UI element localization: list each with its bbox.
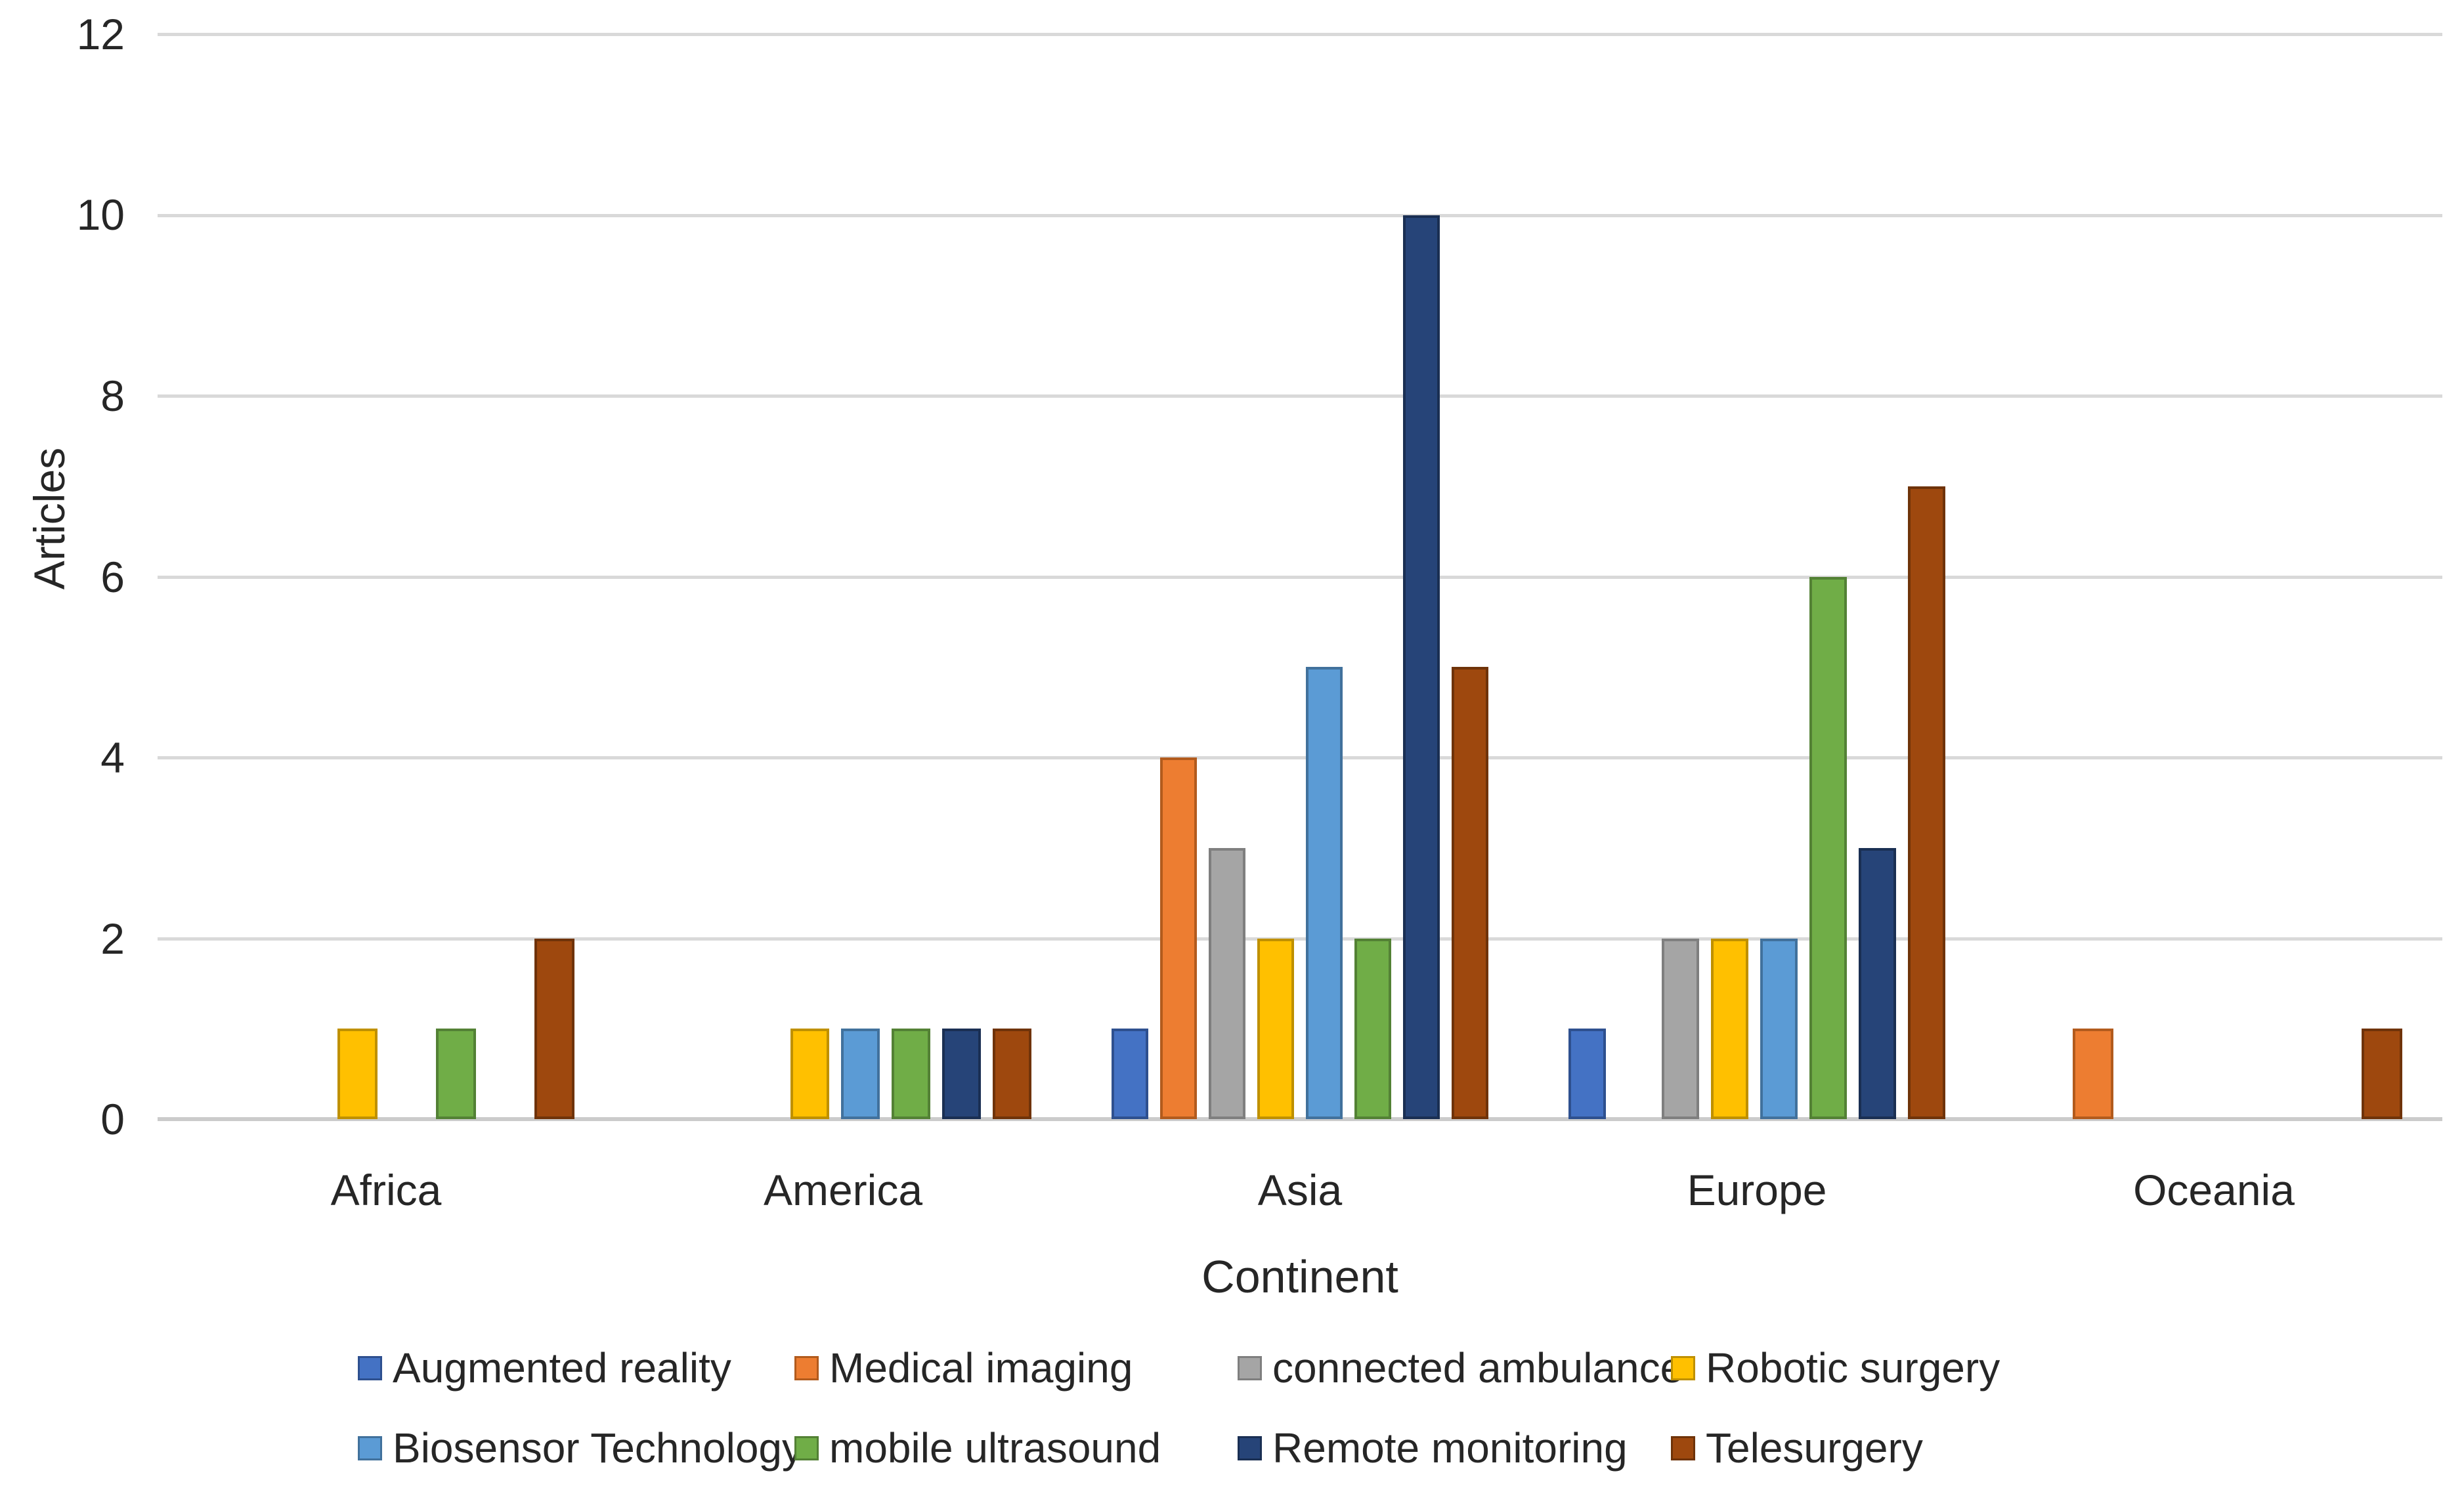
- legend-swatch-icon-medical-imaging: [794, 1355, 819, 1380]
- y-tick-label-4: 4: [100, 733, 125, 782]
- legend-swatch-icon-augmented-reality: [358, 1355, 382, 1380]
- legend-item-connected-ambulance: connected ambulance: [1238, 1344, 1683, 1392]
- bar-group-america: [655, 34, 1032, 1119]
- x-axis-title: Continent: [1201, 1251, 1398, 1302]
- legend-swatch-icon-telesurgery: [1671, 1435, 1695, 1460]
- x-tick-label-africa: Africa: [330, 1166, 442, 1214]
- bar-asia-connected-ambulance: [1208, 847, 1245, 1119]
- bar-africa-telesurgery: [534, 938, 575, 1119]
- bar-asia-augmented-reality: [1111, 1029, 1148, 1119]
- gridline-y-10: [158, 213, 2442, 217]
- bar-group-europe: [1568, 34, 1946, 1119]
- legend-item-mobile-ultrasound: mobile ultrasound: [794, 1424, 1238, 1472]
- gridline-y-8: [158, 394, 2442, 398]
- bar-europe-mobile-ultrasound: [1809, 576, 1848, 1119]
- legend-label-remote-monitoring: Remote monitoring: [1272, 1424, 1628, 1472]
- legend-swatch-icon-remote-monitoring: [1238, 1435, 1262, 1460]
- category-band-asia: [1071, 34, 1528, 1119]
- legend-label-augmented-reality: Augmented reality: [393, 1344, 731, 1392]
- bar-america-remote-monitoring: [942, 1029, 982, 1119]
- bar-asia-medical-imaging: [1159, 757, 1197, 1119]
- legend-label-telesurgery: Telesurgery: [1706, 1424, 1923, 1472]
- legend-swatch-icon-biosensor-technology: [358, 1435, 382, 1460]
- gridline-y-6: [158, 575, 2442, 579]
- x-tick-label-oceania: Oceania: [2133, 1166, 2295, 1214]
- category-band-america: [615, 34, 1071, 1119]
- y-tick-label-8: 8: [100, 371, 125, 420]
- y-tick-label-6: 6: [100, 552, 125, 601]
- bar-group-asia: [1111, 34, 1489, 1119]
- legend-item-remote-monitoring: Remote monitoring: [1238, 1424, 1671, 1472]
- gridline-y-12: [158, 33, 2442, 36]
- bar-europe-augmented-reality: [1568, 1029, 1606, 1119]
- y-tick-label-10: 10: [76, 190, 125, 240]
- gridline-y-2: [158, 937, 2442, 941]
- x-tick-label-europe: Europe: [1687, 1166, 1827, 1214]
- category-band-africa: [158, 34, 615, 1119]
- bar-africa-robotic-surgery: [337, 1029, 378, 1119]
- bar-asia-mobile-ultrasound: [1354, 938, 1392, 1119]
- bar-europe-remote-monitoring: [1859, 847, 1897, 1119]
- bar-africa-mobile-ultrasound: [436, 1029, 477, 1119]
- bar-america-telesurgery: [993, 1029, 1032, 1119]
- y-tick-label-0: 0: [100, 1095, 125, 1143]
- legend-item-biosensor-technology: Biosensor Technology: [358, 1424, 803, 1472]
- gridline-y-4: [158, 756, 2442, 760]
- legend-label-connected-ambulance: connected ambulance: [1272, 1344, 1684, 1392]
- legend-item-telesurgery: Telesurgery: [1671, 1424, 2091, 1472]
- y-tick-label-12: 12: [76, 10, 125, 58]
- bar-america-mobile-ultrasound: [892, 1029, 931, 1119]
- bar-europe-telesurgery: [1908, 486, 1946, 1119]
- x-axis-line: [158, 1117, 2442, 1121]
- category-band-europe: [1528, 34, 1985, 1119]
- y-axis-tick-labels: 0 2 4 6 8 10 12: [0, 10, 125, 1143]
- bar-asia-telesurgery: [1452, 667, 1489, 1119]
- x-tick-label-asia: Asia: [1257, 1166, 1343, 1214]
- legend-label-robotic-surgery: Robotic surgery: [1706, 1344, 2000, 1392]
- bar-europe-robotic-surgery: [1710, 938, 1748, 1119]
- bar-oceania-telesurgery: [2362, 1029, 2403, 1119]
- bar-asia-robotic-surgery: [1257, 938, 1294, 1119]
- x-tick-label-america: America: [763, 1166, 923, 1214]
- x-axis-tick-labels: Africa America Asia Europe Oceania: [158, 1165, 2442, 1215]
- legend-label-medical-imaging: Medical imaging: [829, 1344, 1133, 1392]
- chart-legend: Augmented reality Medical imaging connecte…: [358, 1344, 2091, 1472]
- bar-europe-biosensor-technology: [1760, 938, 1798, 1119]
- bar-group-africa: [198, 34, 575, 1119]
- y-tick-label-2: 2: [100, 914, 125, 963]
- legend-label-biosensor-technology: Biosensor Technology: [393, 1424, 803, 1472]
- legend-label-mobile-ultrasound: mobile ultrasound: [829, 1424, 1161, 1472]
- bar-group-oceania: [2025, 34, 2403, 1119]
- bar-asia-remote-monitoring: [1403, 215, 1440, 1119]
- bar-america-robotic-surgery: [790, 1029, 829, 1119]
- bar-oceania-medical-imaging: [2072, 1029, 2113, 1119]
- category-band-oceania: [1985, 34, 2442, 1119]
- legend-item-medical-imaging: Medical imaging: [794, 1344, 1238, 1392]
- legend-item-robotic-surgery: Robotic surgery: [1671, 1344, 2091, 1392]
- plot-area: [158, 33, 2442, 1121]
- bar-asia-biosensor-technology: [1305, 667, 1343, 1119]
- legend-swatch-icon-robotic-surgery: [1671, 1355, 1695, 1380]
- legend-swatch-icon-connected-ambulance: [1238, 1355, 1262, 1380]
- legend-item-augmented-reality: Augmented reality: [358, 1344, 794, 1392]
- bar-europe-connected-ambulance: [1661, 938, 1699, 1119]
- bar-groups: [158, 34, 2442, 1119]
- bar-america-biosensor-technology: [840, 1029, 880, 1119]
- legend-swatch-icon-mobile-ultrasound: [794, 1435, 819, 1460]
